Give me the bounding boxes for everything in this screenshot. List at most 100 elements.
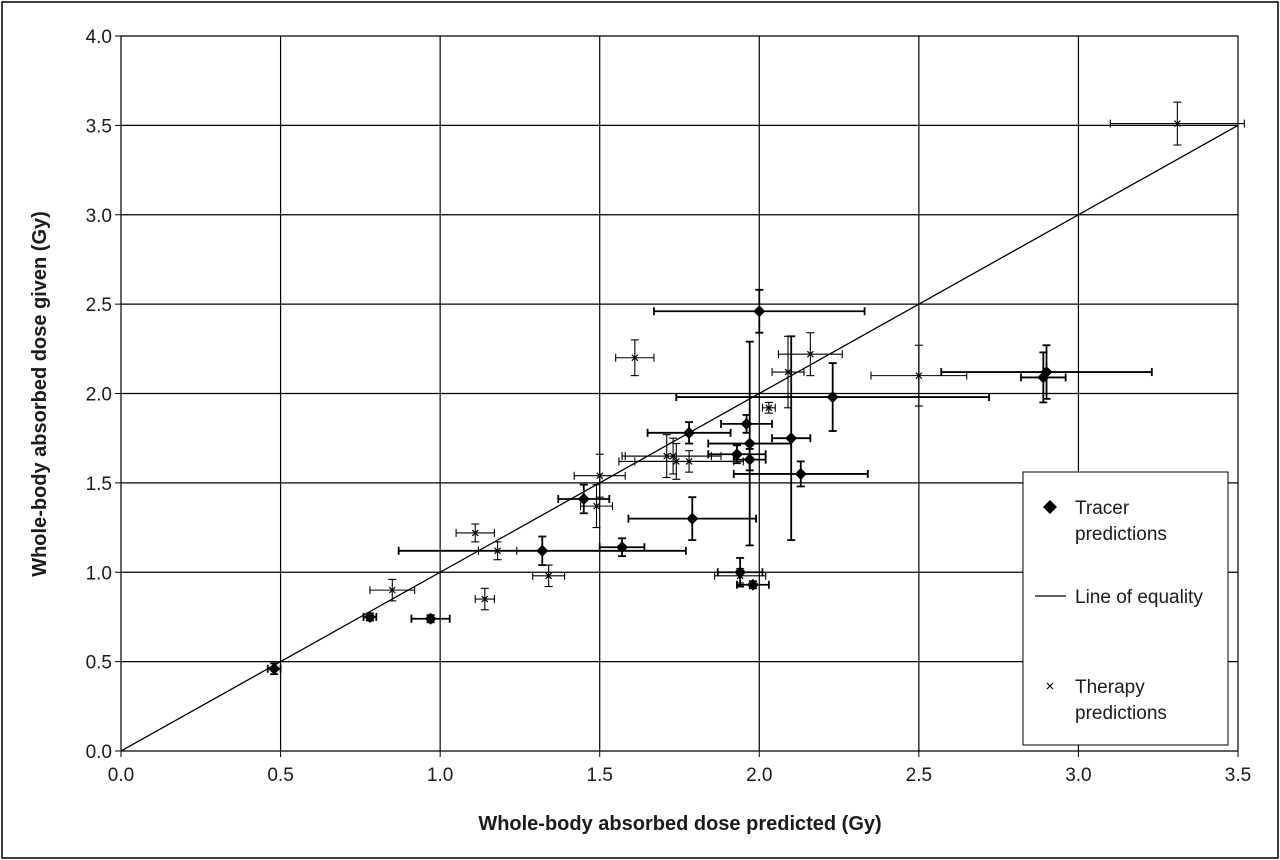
y-tick-label: 4.0 [86, 27, 112, 48]
x-marker [545, 572, 553, 580]
x-marker-stroke [388, 586, 396, 594]
therapy-point [455, 523, 495, 543]
y-tick-label: 3.0 [86, 206, 112, 227]
y-tick-label: 0.5 [86, 653, 112, 674]
line-of-equality-layer [120, 124, 1239, 752]
x-marker-stroke [545, 572, 553, 580]
tracer-point [653, 288, 866, 334]
x-tick-label: 1.0 [427, 765, 453, 786]
x-tick-label: 3.0 [1065, 765, 1091, 786]
x-marker [784, 368, 792, 376]
therapy-point [477, 541, 518, 561]
x-marker-stroke [596, 472, 604, 480]
diamond-marker [746, 578, 759, 591]
x-tick-label: 2.0 [746, 765, 772, 786]
x-tick-label: 1.5 [587, 765, 613, 786]
legend-item: Tracer predictions [1043, 498, 1167, 545]
y-tick-label: 2.5 [86, 295, 112, 316]
diamond-marker [1040, 366, 1053, 379]
therapy-point [532, 564, 566, 588]
x-marker-stroke [736, 572, 744, 580]
therapy-point [580, 484, 614, 529]
x-marker-stroke [593, 502, 600, 510]
therapy-point [771, 335, 805, 409]
y-tick-label: 1.5 [86, 474, 112, 495]
x-marker-stroke [1046, 682, 1054, 690]
tracer-point [675, 362, 990, 432]
diamond-marker [785, 432, 798, 445]
therapy-point [474, 587, 495, 611]
diamond-marker [363, 610, 376, 623]
legend-label: predictions [1075, 703, 1167, 724]
x-marker-stroke [494, 547, 502, 555]
tracer-series [266, 288, 1153, 676]
tracer-point [646, 421, 732, 445]
legend-label: Tracer [1075, 498, 1130, 519]
legend-label: Therapy [1075, 677, 1145, 698]
tracer-point [732, 460, 869, 488]
x-marker-stroke [765, 404, 773, 412]
diamond-marker [424, 612, 437, 625]
x-marker-stroke [915, 372, 923, 380]
x-tick-label: 0.5 [267, 765, 293, 786]
x-marker [1173, 120, 1181, 128]
therapy-point [870, 344, 968, 407]
tracer-point [410, 612, 451, 625]
diamond-marker [616, 541, 629, 554]
x-marker [631, 354, 639, 362]
tracer-point [627, 496, 757, 541]
diamond-marker [686, 512, 699, 525]
therapy-series [369, 101, 1245, 611]
tracer-point [707, 340, 793, 547]
x-marker-stroke [784, 368, 792, 376]
legend-item: Therapy predictions [1046, 677, 1167, 724]
legend-label: predictions [1075, 524, 1167, 545]
diamond-marker [743, 437, 756, 450]
x-marker-stroke [669, 452, 677, 460]
line-of-equality [120, 124, 1239, 752]
x-tick-label: 2.5 [906, 765, 932, 786]
therapy-point [1109, 101, 1245, 146]
y-tick-label: 1.0 [86, 563, 112, 584]
therapy-point [777, 332, 843, 377]
y-axis-ticks: 0.0 0.5 1.0 1.5 2.0 2.5 3.0 3.5 4.0 [86, 27, 121, 763]
legend: Tracer predictions Line of equality Therapy… [1022, 471, 1229, 746]
x-marker [669, 452, 677, 460]
diamond-marker [268, 662, 281, 675]
tracer-point [266, 662, 282, 676]
x-axis-title: Whole-body absorbed dose predicted (Gy) [478, 813, 881, 835]
x-marker [596, 472, 604, 480]
diamond-marker [753, 305, 766, 318]
diamond-marker [826, 391, 839, 404]
therapy-point [634, 450, 744, 473]
x-marker [765, 404, 773, 412]
y-tick-label: 2.0 [86, 385, 112, 406]
tracer-point [362, 610, 378, 623]
tracer-point [598, 537, 646, 558]
x-marker [388, 586, 396, 594]
x-marker [494, 547, 502, 555]
x-marker-stroke [1173, 120, 1181, 128]
diamond-marker [683, 426, 696, 439]
x-marker [471, 529, 479, 537]
y-axis-title: Whole-body absorbed dose given (Gy) [29, 211, 51, 577]
x-marker [593, 502, 600, 510]
diamond-marker [577, 492, 590, 505]
therapy-point [615, 339, 655, 377]
diamond-marker [536, 544, 549, 557]
legend-x-marker [1046, 682, 1054, 690]
legend-label: Line of equality [1075, 587, 1203, 608]
tracer-point [557, 483, 611, 515]
therapy-point [761, 401, 776, 414]
legend-item: Line of equality [1035, 587, 1203, 608]
x-marker-stroke [806, 350, 814, 358]
therapy-point [624, 437, 722, 475]
x-marker [481, 595, 489, 603]
tracer-point [940, 344, 1153, 400]
diamond-marker [794, 467, 807, 480]
tracer-point [397, 535, 687, 566]
tracer-point [736, 578, 770, 591]
gridlines [120, 35, 1239, 752]
therapy-point [573, 453, 626, 498]
